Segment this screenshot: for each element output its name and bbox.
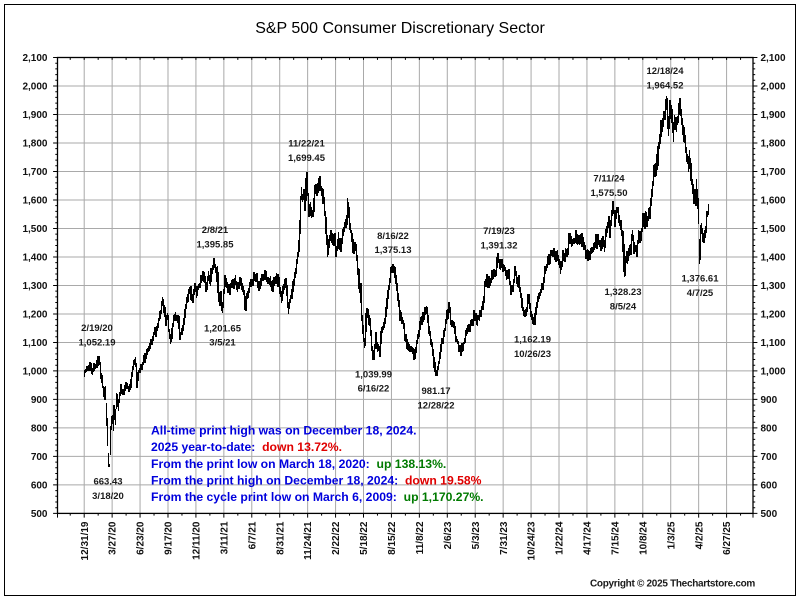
- svg-text:3/18/20: 3/18/20: [92, 491, 124, 502]
- svg-text:2/8/21: 2/8/21: [202, 225, 229, 236]
- svg-text:From the print low on March 18: From the print low on March 18, 2020: up…: [151, 457, 446, 471]
- svg-text:1,162.19: 1,162.19: [514, 335, 551, 346]
- svg-text:From the print high on Decembe: From the print high on December 18, 2024…: [151, 473, 482, 487]
- svg-text:800: 800: [761, 424, 778, 435]
- svg-text:500: 500: [761, 509, 778, 520]
- svg-text:8/16/22: 8/16/22: [377, 231, 409, 242]
- svg-text:7/15/24: 7/15/24: [610, 521, 621, 555]
- svg-text:11/22/21: 11/22/21: [288, 138, 325, 149]
- svg-text:10/8/24: 10/8/24: [638, 521, 649, 555]
- svg-text:500: 500: [31, 509, 48, 520]
- svg-text:2,100: 2,100: [22, 53, 47, 64]
- svg-text:900: 900: [761, 395, 778, 406]
- svg-text:12/18/24: 12/18/24: [647, 66, 685, 77]
- svg-text:6/23/20: 6/23/20: [136, 521, 147, 555]
- svg-text:12/11/20: 12/11/20: [192, 521, 203, 560]
- svg-text:1,100: 1,100: [761, 338, 786, 349]
- svg-text:10/24/23: 10/24/23: [527, 521, 538, 560]
- svg-text:900: 900: [31, 395, 48, 406]
- svg-text:All-time print high was on Dec: All-time print high was on December 18, …: [151, 424, 417, 438]
- svg-text:1,964.52: 1,964.52: [647, 80, 684, 91]
- svg-text:3/11/21: 3/11/21: [219, 521, 230, 554]
- svg-text:11/24/21: 11/24/21: [303, 521, 314, 560]
- svg-text:1,900: 1,900: [761, 110, 786, 121]
- svg-text:6/16/22: 6/16/22: [358, 384, 390, 395]
- svg-text:1/3/25: 1/3/25: [666, 521, 677, 549]
- svg-text:1,300: 1,300: [761, 281, 786, 292]
- svg-text:Copyright © 2025 Thechartstore: Copyright © 2025 Thechartstore.com: [590, 579, 755, 590]
- svg-text:7/11/24: 7/11/24: [593, 174, 625, 185]
- svg-text:5/18/22: 5/18/22: [359, 521, 370, 555]
- svg-text:2/6/23: 2/6/23: [443, 521, 454, 549]
- svg-text:1,376.61: 1,376.61: [682, 273, 720, 284]
- svg-text:2,000: 2,000: [761, 82, 786, 93]
- svg-text:1,400: 1,400: [761, 253, 786, 264]
- svg-text:2025 year-to-date: down 13.72: 2025 year-to-date: down 13.72%.: [151, 440, 342, 454]
- svg-text:1,395.85: 1,395.85: [197, 239, 235, 250]
- svg-text:3/27/20: 3/27/20: [108, 521, 119, 555]
- svg-text:S&P 500 Consumer Discretionary: S&P 500 Consumer Discretionary Sector: [255, 20, 545, 37]
- svg-text:700: 700: [761, 452, 778, 463]
- svg-text:1,500: 1,500: [761, 224, 786, 235]
- svg-text:1,800: 1,800: [22, 139, 47, 150]
- svg-text:7/19/23: 7/19/23: [483, 226, 515, 237]
- svg-text:8/5/24: 8/5/24: [610, 302, 637, 313]
- svg-text:1,000: 1,000: [761, 367, 786, 378]
- svg-text:1,699.45: 1,699.45: [288, 153, 326, 164]
- svg-text:2,100: 2,100: [761, 53, 786, 64]
- svg-text:1,201.65: 1,201.65: [204, 323, 242, 334]
- svg-text:9/17/20: 9/17/20: [164, 521, 175, 555]
- svg-text:1/22/24: 1/22/24: [555, 521, 566, 555]
- svg-text:1,039.99: 1,039.99: [355, 369, 392, 380]
- svg-text:1,600: 1,600: [22, 196, 47, 207]
- svg-text:8/31/21: 8/31/21: [275, 521, 286, 555]
- svg-text:1,391.32: 1,391.32: [481, 241, 518, 252]
- svg-text:4/7/25: 4/7/25: [687, 288, 714, 299]
- svg-text:2/19/20: 2/19/20: [81, 323, 113, 334]
- svg-text:1,200: 1,200: [22, 310, 47, 321]
- svg-text:7/31/23: 7/31/23: [499, 521, 510, 555]
- svg-text:1,600: 1,600: [761, 196, 786, 207]
- svg-text:12/28/22: 12/28/22: [418, 401, 455, 412]
- svg-text:981.17: 981.17: [421, 386, 450, 397]
- svg-text:2/22/22: 2/22/22: [331, 521, 342, 555]
- svg-text:1,052.19: 1,052.19: [79, 337, 116, 348]
- svg-text:600: 600: [761, 481, 778, 492]
- svg-text:700: 700: [31, 452, 48, 463]
- svg-text:11/8/22: 11/8/22: [415, 521, 426, 554]
- svg-text:1,500: 1,500: [22, 224, 47, 235]
- svg-text:1,700: 1,700: [22, 167, 47, 178]
- svg-text:3/5/21: 3/5/21: [209, 338, 236, 349]
- svg-text:5/3/23: 5/3/23: [471, 521, 482, 549]
- svg-text:1,000: 1,000: [22, 367, 47, 378]
- svg-text:6/27/25: 6/27/25: [722, 521, 733, 555]
- svg-text:1,200: 1,200: [761, 310, 786, 321]
- svg-text:663.43: 663.43: [93, 477, 122, 488]
- svg-text:1,328.23: 1,328.23: [605, 287, 642, 298]
- svg-text:1,100: 1,100: [22, 338, 47, 349]
- svg-text:1,900: 1,900: [22, 110, 47, 121]
- svg-text:1,300: 1,300: [22, 281, 47, 292]
- svg-text:6/7/21: 6/7/21: [247, 521, 258, 549]
- svg-text:800: 800: [31, 424, 48, 435]
- svg-text:4/2/25: 4/2/25: [694, 521, 705, 549]
- svg-text:From the cycle print low on Ma: From the cycle print low on March 6, 200…: [151, 490, 484, 504]
- svg-text:4/17/24: 4/17/24: [583, 521, 594, 555]
- svg-text:1,575.50: 1,575.50: [591, 188, 628, 199]
- svg-text:10/26/23: 10/26/23: [514, 349, 551, 360]
- svg-text:1,700: 1,700: [761, 167, 786, 178]
- svg-text:600: 600: [31, 481, 48, 492]
- svg-text:2,000: 2,000: [22, 82, 47, 93]
- svg-text:12/31/19: 12/31/19: [80, 521, 91, 560]
- svg-text:1,400: 1,400: [22, 253, 47, 264]
- svg-text:8/15/22: 8/15/22: [387, 521, 398, 555]
- svg-text:1,375.13: 1,375.13: [375, 245, 412, 256]
- svg-text:1,800: 1,800: [761, 139, 786, 150]
